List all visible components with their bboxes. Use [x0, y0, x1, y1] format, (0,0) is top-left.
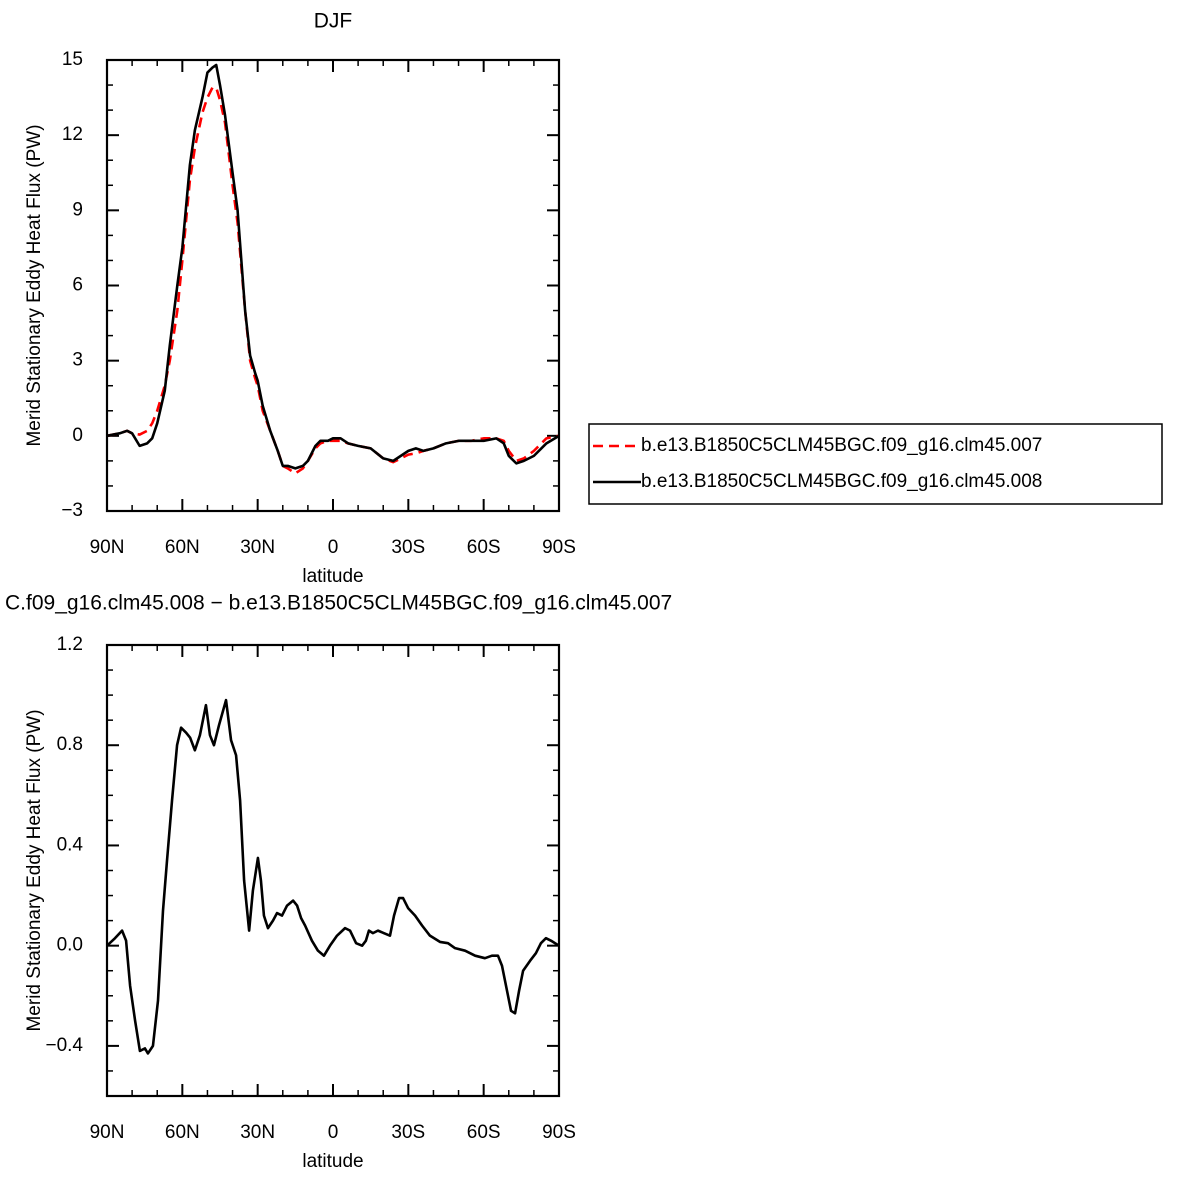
y-axis-label: Merid Stationary Eddy Heat Flux (PW)	[24, 709, 45, 1031]
x-tick-label: 60N	[165, 1122, 200, 1143]
plot-frame	[105, 643, 561, 1098]
x-tick-label: 30S	[391, 1122, 425, 1143]
chart-title: DJF	[314, 10, 353, 33]
legend-box	[588, 423, 1163, 505]
legend-label: b.e13.B1850C5CLM45BGC.f09_g16.clm45.007	[641, 435, 1042, 456]
x-tick-label: 90S	[542, 537, 576, 558]
y-tick-label: 15	[62, 49, 83, 70]
x-tick-label: 60N	[165, 537, 200, 558]
y-tick-label: 6	[72, 275, 83, 296]
x-tick-label: 90S	[542, 1122, 576, 1143]
x-tick-label: 0	[328, 537, 339, 558]
y-tick-label: −3	[61, 500, 83, 521]
y-tick-label: 0.4	[57, 834, 84, 855]
x-tick-label: 90N	[90, 1122, 125, 1143]
x-axis-label: latitude	[302, 566, 363, 587]
x-tick-label: 0	[328, 1122, 339, 1143]
x-tick-label: 60S	[467, 1122, 501, 1143]
y-tick-label: 0	[72, 425, 83, 446]
legend-label: b.e13.B1850C5CLM45BGC.f09_g16.clm45.008	[641, 471, 1042, 492]
y-tick-label: 0.8	[57, 734, 83, 755]
x-tick-label: 30N	[240, 1122, 275, 1143]
x-tick-label: 90N	[90, 537, 125, 558]
y-tick-label: 3	[72, 350, 83, 371]
y-tick-label: 9	[72, 199, 83, 220]
x-tick-label: 60S	[467, 537, 501, 558]
data-line	[106, 63, 560, 470]
x-axis-label: latitude	[302, 1151, 363, 1172]
x-tick-label: 30N	[240, 537, 275, 558]
y-axis-label: Merid Stationary Eddy Heat Flux (PW)	[24, 124, 45, 446]
x-tick-label: 30S	[391, 537, 425, 558]
y-tick-label: 1.2	[57, 634, 83, 655]
y-tick-label: 0.0	[57, 935, 83, 956]
y-axis-label-clip: Merid Stationary Eddy Heat Flux (PW)	[24, 709, 45, 1031]
y-tick-label: 12	[62, 124, 83, 145]
chart-title: C.f09_g16.clm45.008 − b.e13.B1850C5CLM45…	[5, 592, 672, 615]
plot-frame	[105, 58, 561, 513]
y-tick-label: −0.4	[45, 1035, 83, 1056]
data-line	[106, 698, 560, 1055]
